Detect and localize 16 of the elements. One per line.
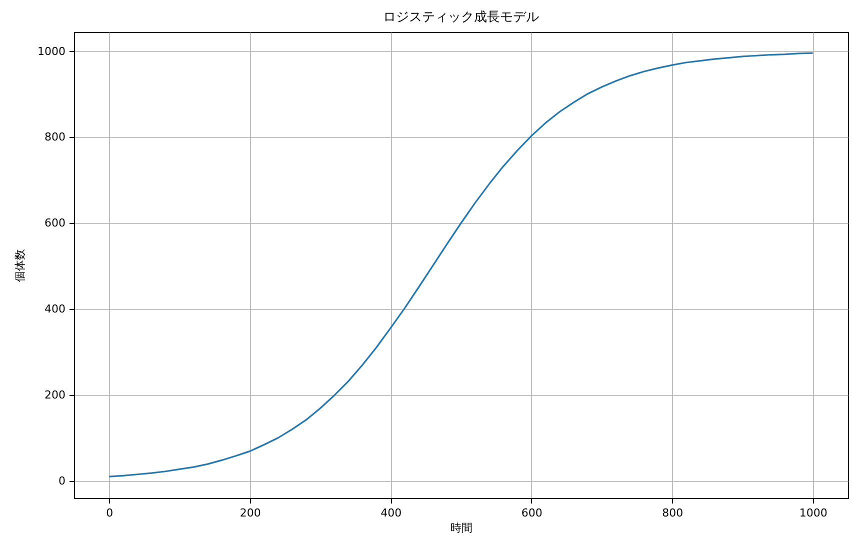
y-tick-label: 200 — [44, 388, 66, 402]
y-axis-title: 個体数 — [14, 249, 27, 282]
x-axis-title: 時間 — [450, 522, 472, 534]
x-tick-label: 0 — [106, 506, 114, 520]
x-tick-label: 400 — [380, 506, 402, 520]
x-tick-label: 600 — [521, 506, 542, 520]
chart-title: ロジスティック成長モデル — [383, 10, 539, 25]
x-tick-label: 800 — [662, 506, 684, 520]
y-tick-label: 800 — [44, 130, 66, 144]
y-tick-label: 1000 — [38, 44, 66, 58]
y-tick-label: 0 — [58, 474, 66, 488]
x-tick-label: 200 — [240, 506, 261, 520]
y-tick-label: 400 — [44, 302, 66, 316]
y-tick-label: 600 — [44, 216, 66, 230]
line-series — [108, 52, 814, 478]
x-tick-label: 1000 — [799, 506, 828, 520]
